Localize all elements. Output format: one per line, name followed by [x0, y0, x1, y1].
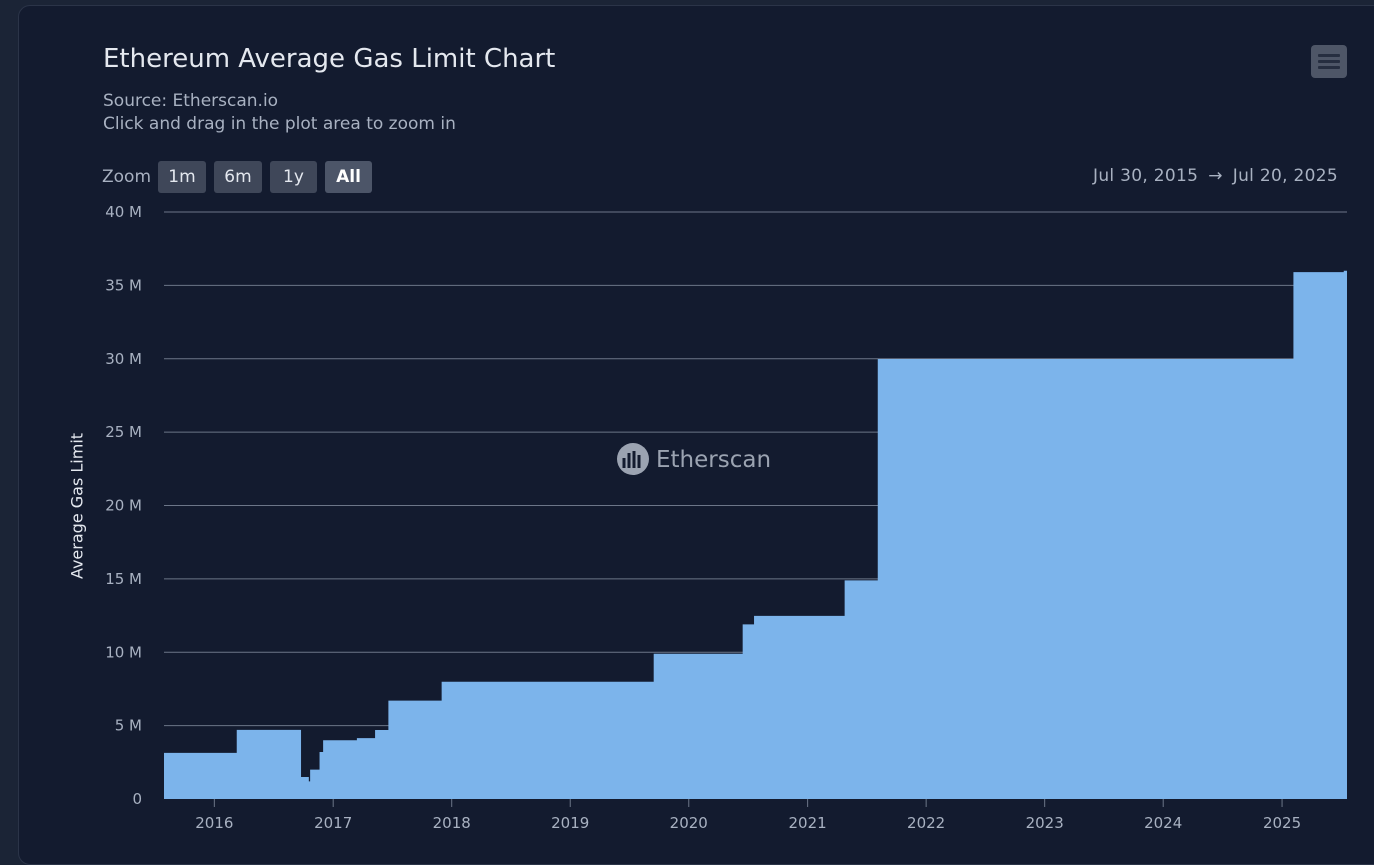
x-tick-label: 2019 [551, 814, 589, 832]
x-tick-label: 2022 [907, 814, 945, 832]
etherscan-watermark: Etherscan [617, 443, 771, 475]
y-tick-label: 10 M [105, 643, 142, 661]
series-area[interactable] [164, 264, 1347, 800]
date-range: Jul 30, 2015 → Jul 20, 2025 [1093, 166, 1338, 186]
y-tick-label: 30 M [105, 350, 142, 368]
range-arrow: → [1208, 166, 1223, 186]
y-tick-label: 25 M [105, 423, 142, 441]
y-tick-label: 20 M [105, 497, 142, 515]
y-tick-label: 15 M [105, 570, 142, 588]
x-tick-label: 2023 [1026, 814, 1064, 832]
x-tick-label: 2016 [195, 814, 233, 832]
hamburger-menu-icon[interactable] [1311, 45, 1347, 78]
zoom-1y-button[interactable]: 1y [270, 161, 317, 193]
zoom-all-button[interactable]: All [325, 161, 372, 193]
chart-title: Ethereum Average Gas Limit Chart [103, 44, 556, 74]
y-tick-label: 5 M [115, 717, 142, 735]
y-axis-ticks: 0 5 M 10 M 15 M 20 M 25 M 30 M 35 M 40 M [105, 203, 142, 808]
zoom-label: Zoom [102, 167, 152, 187]
x-tick-label: 2025 [1263, 814, 1301, 832]
chart-source: Source: Etherscan.io [103, 91, 279, 111]
x-tick-label: 2024 [1144, 814, 1182, 832]
x-tick-label: 2018 [433, 814, 471, 832]
range-from[interactable]: Jul 30, 2015 [1093, 166, 1199, 186]
x-tick-label: 2020 [670, 814, 708, 832]
range-to[interactable]: Jul 20, 2025 [1232, 166, 1338, 186]
zoom-hint: Click and drag in the plot area to zoom … [103, 114, 456, 134]
y-tick-label: 0 [132, 790, 142, 808]
x-axis-ticks: 2016 2017 2018 2019 2020 2021 2022 2023 2024 2025 [195, 799, 1301, 832]
x-tick-label: 2017 [314, 814, 352, 832]
gas-limit-chart[interactable]: 05 M10 M15 M20 M25 M30 M35 M40 M 2016 201… [0, 0, 1374, 846]
zoom-6m-button[interactable]: 6m [214, 161, 262, 193]
etherscan-logo-bars [622, 451, 641, 468]
watermark-text: Etherscan [656, 447, 771, 473]
y-tick-label: 35 M [105, 276, 142, 294]
y-tick-label: 40 M [105, 203, 142, 221]
x-tick-label: 2021 [789, 814, 827, 832]
zoom-1m-button[interactable]: 1m [158, 161, 206, 193]
